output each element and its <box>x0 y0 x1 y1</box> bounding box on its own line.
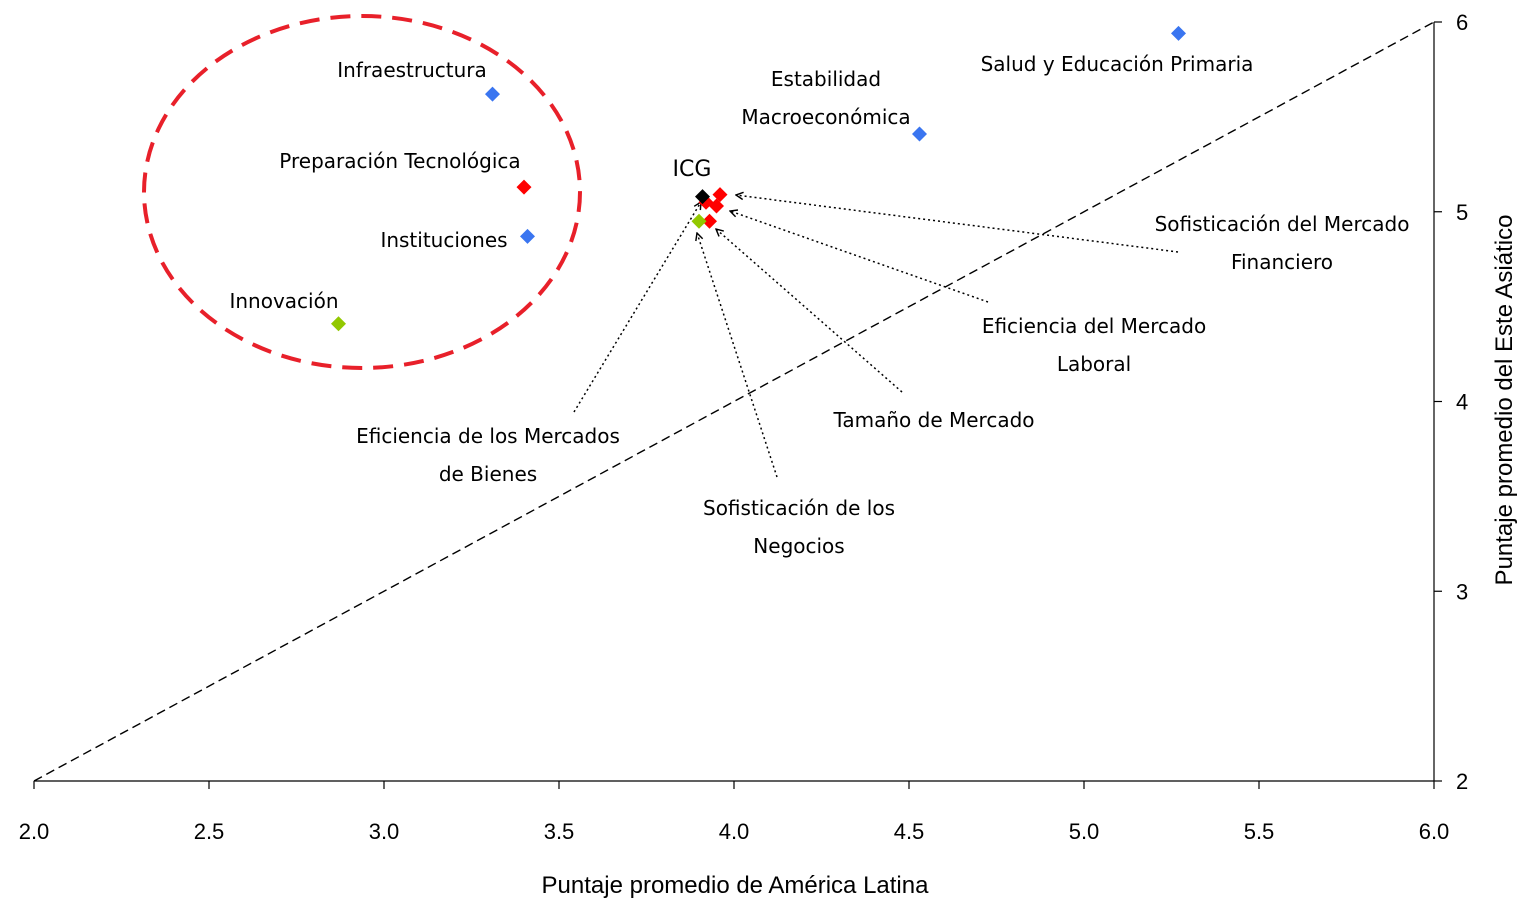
reference-line <box>33 21 1435 782</box>
leader-arrow <box>697 233 778 478</box>
highlight-ellipse <box>142 14 582 370</box>
point-label-line: Instituciones <box>380 228 507 252</box>
y-tick-label: 3 <box>1456 579 1468 604</box>
point-label: Infraestructura <box>337 58 487 82</box>
x-tick-label: 4.0 <box>719 819 750 844</box>
data-point-marker <box>331 316 346 332</box>
y-axis-title: Puntaje promedio del Este Asiático <box>1491 215 1518 586</box>
y-tick-label: 6 <box>1456 10 1468 35</box>
point-label-line: Preparación Tecnológica <box>279 149 520 173</box>
point-label-line: Eficiencia del Mercado <box>982 314 1206 338</box>
axes-layer: 2.0 2.5 3.0 3.5 4.0 4.5 5.0 5.5 6.02 3 4 5 6 <box>19 10 1469 844</box>
point-label-line: Laboral <box>1057 352 1131 376</box>
point-label-line: Tamaño de Mercado <box>832 408 1034 432</box>
data-point-marker <box>691 213 707 229</box>
data-point-marker <box>520 228 535 244</box>
data-point-marker <box>1171 25 1186 41</box>
y-tick-label: 5 <box>1456 200 1468 225</box>
point-label: Instituciones <box>380 228 507 252</box>
point-label: Salud y Educación Primaria <box>981 52 1254 76</box>
point-label-line: Macroeconómica <box>741 105 910 129</box>
reference-layer <box>33 21 1435 782</box>
point-label-line: Eficiencia de los Mercados <box>356 424 620 448</box>
point-label-line: Sofisticación de los <box>703 496 895 520</box>
x-tick-label: 3.0 <box>369 819 400 844</box>
data-point-marker <box>485 86 500 102</box>
leader-arrow <box>730 211 989 303</box>
point-label: Sofisticación de los Negocios <box>703 496 895 558</box>
point-label-line: de Bienes <box>439 462 537 486</box>
x-tick-label: 4.5 <box>894 819 925 844</box>
point-label-line: Sofisticación del Mercado <box>1155 212 1410 236</box>
data-point-marker <box>516 179 532 195</box>
leader-arrow <box>736 195 1179 253</box>
point-label: Preparación Tecnológica <box>279 149 520 173</box>
x-tick-label: 2.0 <box>19 819 50 844</box>
ellipse-layer <box>142 14 582 370</box>
point-label: Innovación <box>229 289 338 313</box>
point-label-line: ICG <box>673 157 712 182</box>
point-label: Eficiencia de los Mercados de Bienes <box>356 424 620 486</box>
data-point-marker <box>912 126 927 142</box>
point-label: Tamaño de Mercado <box>832 408 1034 432</box>
point-label: Sofisticación del Mercado Financiero <box>1155 212 1410 274</box>
point-label-line: Infraestructura <box>337 58 487 82</box>
y-tick-label: 2 <box>1456 769 1468 794</box>
point-label-line: Estabilidad <box>771 67 881 91</box>
leader-layer <box>573 195 1179 478</box>
labels-layer: Infraestructura Preparación Tecnológica In… <box>229 52 1409 558</box>
point-label: Estabilidad Macroeconómica <box>741 67 910 129</box>
point-label: ICG <box>673 157 712 182</box>
data-point-marker <box>702 213 717 229</box>
point-label-line: Financiero <box>1231 250 1333 274</box>
x-tick-label: 3.5 <box>544 819 575 844</box>
x-axis-title: Puntaje promedio de América Latina <box>542 872 930 899</box>
point-label-line: Innovación <box>229 289 338 313</box>
leader-arrow <box>573 202 701 413</box>
points-layer <box>331 25 1186 332</box>
x-tick-label: 5.0 <box>1069 819 1100 844</box>
leader-arrow <box>716 229 903 393</box>
x-tick-label: 2.5 <box>194 819 225 844</box>
x-tick-label: 6.0 <box>1419 819 1450 844</box>
point-label-line: Negocios <box>753 534 844 558</box>
point-label: Eficiencia del Mercado Laboral <box>982 314 1206 376</box>
y-tick-label: 4 <box>1456 390 1468 415</box>
x-tick-label: 5.5 <box>1244 819 1275 844</box>
data-point-marker <box>695 189 710 205</box>
data-point-marker <box>712 187 728 203</box>
point-label-line: Salud y Educación Primaria <box>981 52 1254 76</box>
